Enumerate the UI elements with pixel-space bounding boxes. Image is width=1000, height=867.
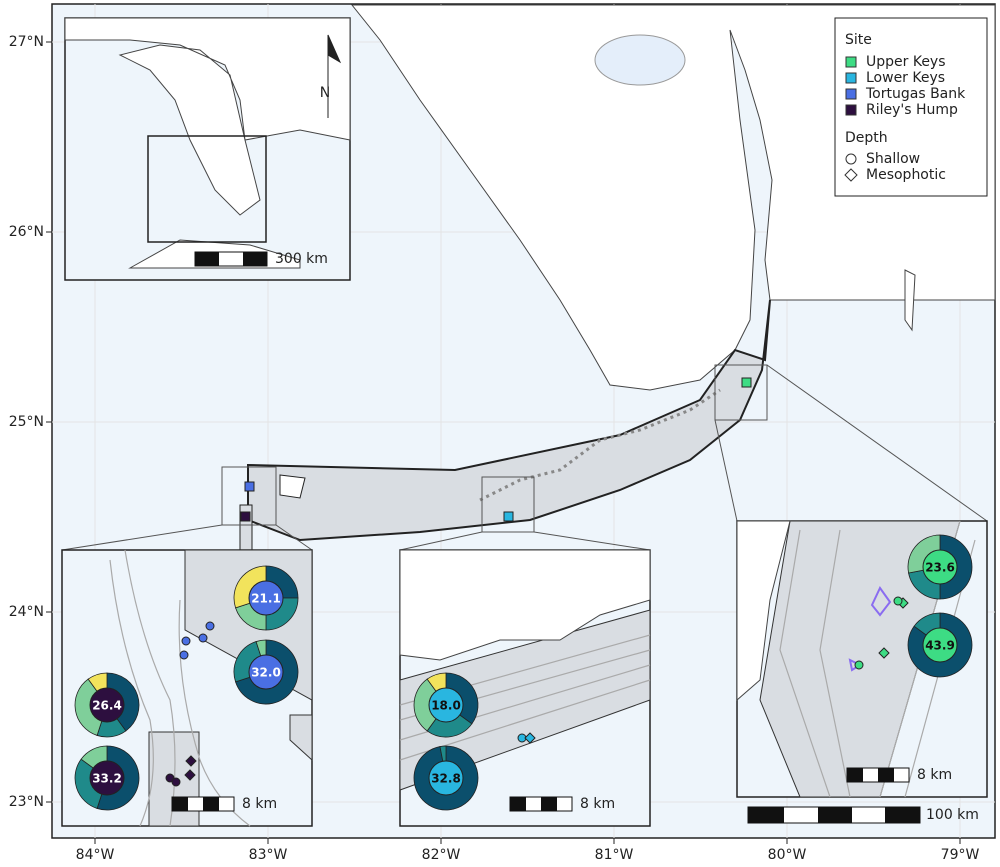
box-upper	[714, 364, 768, 421]
pie-label: 32.0	[251, 666, 281, 680]
north-arrow	[327, 34, 342, 118]
scale-bar	[509, 796, 573, 812]
pie-label: 26.4	[92, 699, 122, 713]
site-marker	[741, 377, 752, 388]
legend	[834, 17, 988, 197]
legend-label: Lower Keys	[866, 70, 945, 86]
legend-title: Depth	[845, 130, 888, 146]
pie-label: 18.0	[431, 699, 461, 713]
x-tick-label: 81°W	[595, 847, 634, 863]
y-tick-label: 24°N	[9, 604, 44, 620]
x-tick-label: 79°W	[941, 847, 980, 863]
legend-swatch	[845, 88, 857, 100]
pie-label: 33.2	[92, 772, 122, 786]
legend-shape	[844, 168, 858, 182]
axes: 27°N 26°N 25°N 24°N 23°N 84°W 83°W 82°W 81°W 80°W…	[9, 34, 980, 863]
overview-land	[64, 17, 351, 216]
legend-label: Upper Keys	[866, 54, 946, 70]
x-tick-label: 80°W	[768, 847, 807, 863]
scale-bar	[846, 767, 910, 783]
north-label: N	[320, 85, 330, 101]
y-tick-label: 25°N	[9, 414, 44, 430]
lower-land	[399, 549, 651, 661]
connectors	[61, 364, 988, 551]
legend-label: Mesophotic	[866, 167, 946, 183]
scale-label: 8 km	[917, 767, 952, 783]
pie-center	[89, 687, 125, 723]
pies: 21.1 32.0 26.4 33.2 18.0 32.8 23.6 43.9	[74, 534, 973, 811]
x-tick-label: 83°W	[249, 847, 288, 863]
pie-center	[922, 627, 958, 663]
upper-land	[736, 520, 791, 702]
x-tick-label: 82°W	[422, 847, 461, 863]
legend-label: Tortugas Bank	[865, 86, 966, 102]
box-tortugas	[221, 466, 277, 526]
x-tick-label: 84°W	[76, 847, 115, 863]
pie-label: 32.8	[431, 772, 461, 786]
pie-label: 43.9	[925, 639, 955, 653]
lake	[594, 34, 686, 86]
contours	[399, 634, 651, 761]
scale-label: 8 km	[580, 796, 615, 812]
legend-label: Shallow	[866, 151, 920, 167]
pie-center	[248, 580, 284, 616]
pie-center	[428, 687, 464, 723]
site-marker	[240, 511, 251, 522]
overview-extent	[147, 135, 267, 243]
sanctuary	[247, 299, 771, 542]
site-marker	[244, 481, 255, 492]
legend-swatch	[845, 56, 857, 68]
legend-label: Riley's Hump	[866, 102, 958, 118]
scale-label: 8 km	[242, 796, 277, 812]
pie-center	[248, 654, 284, 690]
pie-label: 23.6	[925, 561, 955, 575]
scale-label: 100 km	[926, 807, 979, 823]
bahamas	[904, 269, 916, 332]
site-marker	[503, 511, 514, 522]
pie-label: 21.1	[251, 592, 281, 606]
site-points	[165, 596, 909, 787]
legend-swatch	[845, 72, 857, 84]
upper-zone	[759, 520, 961, 798]
pie-center	[89, 760, 125, 796]
legend-title: Site	[845, 32, 872, 48]
legend-swatch	[845, 104, 857, 116]
scale-bar	[171, 796, 235, 812]
scale-bar	[194, 251, 268, 267]
box-lower	[481, 476, 535, 533]
florida-land	[350, 4, 996, 391]
y-tick-label: 23°N	[9, 794, 44, 810]
contours	[779, 520, 976, 798]
legend-shape	[845, 153, 857, 165]
scale-bar	[747, 806, 921, 824]
y-tick-label: 26°N	[9, 224, 44, 240]
island	[279, 474, 306, 499]
pie-center	[428, 760, 464, 796]
y-tick-label: 27°N	[9, 34, 44, 50]
scale-label: 300 km	[275, 251, 328, 267]
pie-center	[922, 549, 958, 585]
florida-keys	[479, 388, 721, 502]
